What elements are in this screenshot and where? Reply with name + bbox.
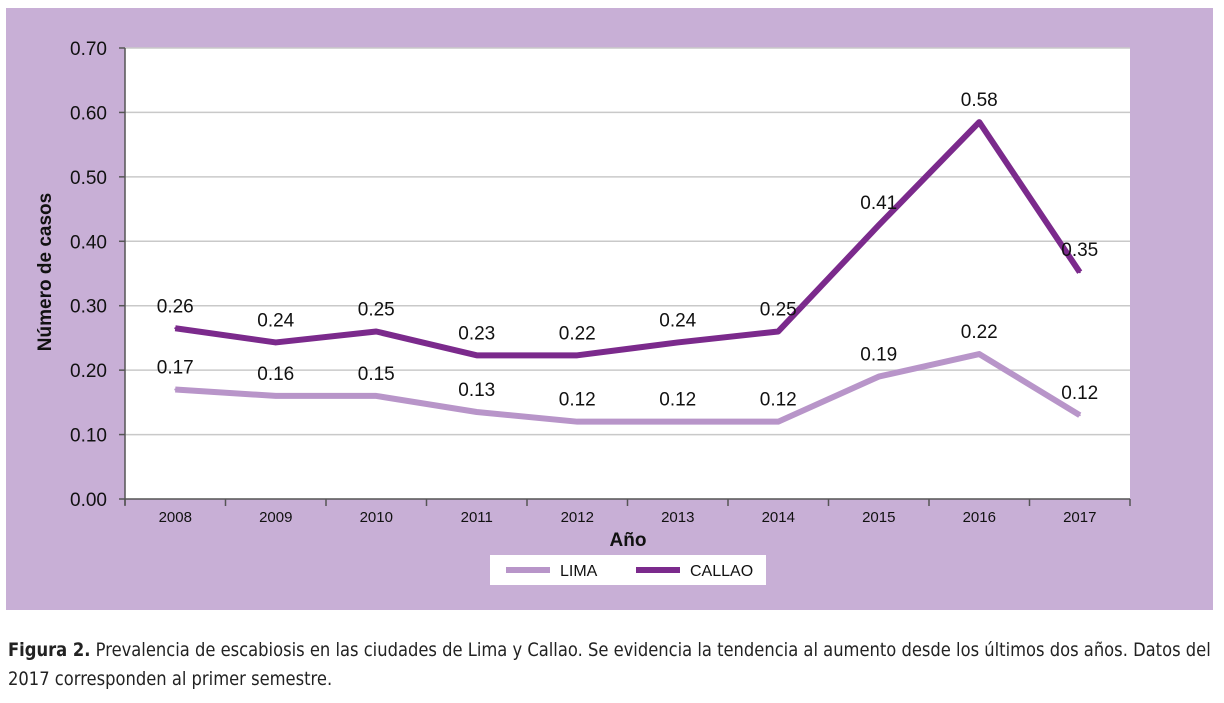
- data-point-lima: [274, 394, 277, 397]
- data-point-callao: [375, 330, 378, 333]
- data-point-callao: [475, 354, 478, 357]
- x-tick-label: 2012: [561, 509, 594, 526]
- x-tick-label: 2015: [862, 509, 895, 526]
- x-tick-label: 2011: [461, 509, 493, 526]
- data-point-callao: [576, 354, 579, 357]
- data-point-lima: [777, 420, 780, 423]
- data-label-callao: 0.26: [157, 296, 194, 317]
- data-label-callao: 0.58: [961, 90, 998, 111]
- x-tick-label: 2008: [159, 509, 192, 526]
- data-point-callao: [274, 341, 277, 344]
- y-tick-label: 0.50: [70, 168, 107, 189]
- y-tick-label: 0.70: [70, 39, 107, 60]
- x-tick-label: 2013: [661, 509, 694, 526]
- data-point-lima: [475, 411, 478, 414]
- y-axis-title: Número de casos: [35, 193, 56, 351]
- data-point-lima: [1078, 414, 1081, 417]
- x-tick-label: 2016: [963, 509, 996, 526]
- data-label-callao: 0.41: [860, 193, 897, 214]
- data-label-lima: 0.17: [157, 357, 194, 378]
- data-label-callao: 0.24: [257, 310, 294, 331]
- line-chart: 0.00 0.10 0.20 0.30 0.40 0.50 0.60 0.70 2008 2009…: [35, 39, 1131, 585]
- data-point-callao: [777, 330, 780, 333]
- data-point-lima: [576, 420, 579, 423]
- data-label-lima: 0.13: [458, 380, 495, 401]
- caption-text: Prevalencia de escabiosis en las ciudade…: [8, 639, 1211, 690]
- data-label-lima: 0.12: [559, 390, 596, 411]
- data-point-lima: [375, 394, 378, 397]
- data-label-callao: 0.25: [760, 299, 797, 320]
- data-label-callao: 0.24: [659, 310, 696, 331]
- figure-caption: Figura 2. Prevalencia de escabiosis en l…: [8, 636, 1212, 694]
- y-tick-label: 0.30: [70, 297, 107, 318]
- data-label-lima: 0.15: [358, 364, 395, 385]
- legend-label-callao: CALLAO: [690, 563, 753, 580]
- data-point-callao: [978, 121, 981, 124]
- data-point-callao: [877, 224, 880, 227]
- x-tick-label: 2010: [360, 509, 393, 526]
- y-tick-label: 0.60: [70, 103, 107, 124]
- data-label-lima: 0.22: [961, 322, 998, 343]
- data-label-lima: 0.12: [659, 390, 696, 411]
- legend-label-lima: LIMA: [560, 563, 598, 580]
- data-label-callao: 0.25: [358, 299, 395, 320]
- data-point-lima: [978, 353, 981, 356]
- data-label-callao: 0.35: [1061, 240, 1098, 261]
- y-tick-label: 0.20: [70, 361, 107, 382]
- data-label-callao: 0.22: [559, 323, 596, 344]
- data-label-lima: 0.16: [257, 364, 294, 385]
- data-point-lima: [877, 375, 880, 378]
- data-label-lima: 0.12: [760, 390, 797, 411]
- x-axis-title: Año: [610, 530, 647, 551]
- x-tick-label: 2017: [1063, 509, 1096, 526]
- data-label-callao: 0.23: [458, 323, 495, 344]
- data-point-callao: [676, 341, 679, 344]
- plot-area: [125, 48, 1130, 499]
- y-tick-label: 0.00: [70, 490, 107, 511]
- x-tick-label: 2009: [259, 509, 292, 526]
- series-line-callao: [174, 119, 1083, 359]
- data-label-lima: 0.12: [1061, 383, 1098, 404]
- series-line-lima: [175, 351, 1082, 425]
- x-tick-label: 2014: [762, 509, 795, 526]
- data-point-lima: [676, 420, 679, 423]
- data-point-callao: [1078, 271, 1081, 274]
- data-point-callao: [174, 327, 177, 330]
- data-point-lima: [174, 388, 177, 391]
- y-tick-label: 0.40: [70, 232, 107, 253]
- data-label-lima: 0.19: [860, 345, 897, 366]
- caption-label: Figura 2.: [8, 639, 91, 661]
- y-tick-label: 0.10: [70, 426, 107, 447]
